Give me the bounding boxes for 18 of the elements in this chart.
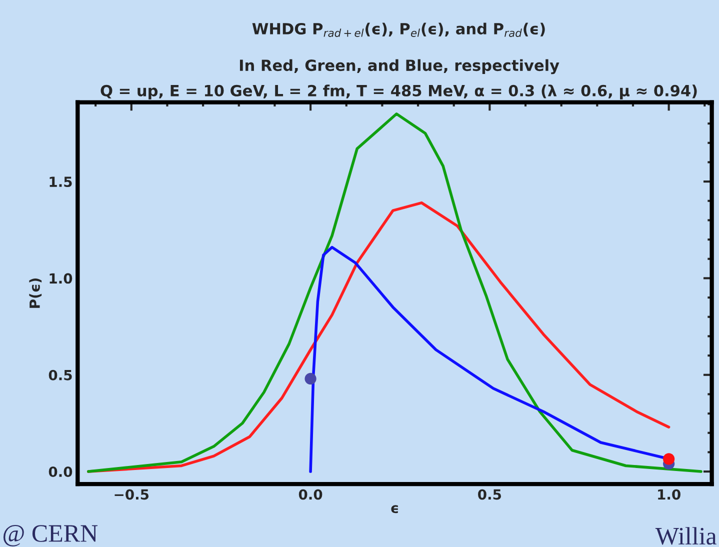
x-tick-label: 0.0: [298, 489, 322, 500]
y-tick-label: 1.5: [50, 176, 72, 188]
x-tick-label: 0.5: [478, 489, 502, 500]
text: Willia: [655, 527, 716, 545]
line-series: [87, 112, 702, 473]
chart-subtitle: In Red, Green, and Blue, respectively Q = up, E = 10 GeV, L = 2 fm, T = 485 MeV, α = 0.3 (λ ≈ 0.6, μ ≈ 0.94): [100, 59, 697, 100]
chart-title: WHDG P$_{rad+el}$(ϵ), P$_{el}$(ϵ), and P$_{rad}$(ϵ): [252, 22, 545, 37]
point: [663, 453, 675, 465]
y-tick-label: 0.0: [48, 466, 72, 478]
x-tick-label: 1.0: [658, 489, 680, 500]
y-tick-label: 1.0: [50, 273, 72, 284]
text: @ CERN: [3, 525, 98, 546]
y-tick-label: 0.5: [48, 370, 72, 380]
line-series: [87, 201, 670, 473]
y-axis-title: P(ϵ): [29, 278, 42, 308]
point: [304, 372, 316, 385]
x-axis-title: ϵ: [391, 505, 398, 514]
x-tick-label: −0.5: [114, 489, 149, 500]
